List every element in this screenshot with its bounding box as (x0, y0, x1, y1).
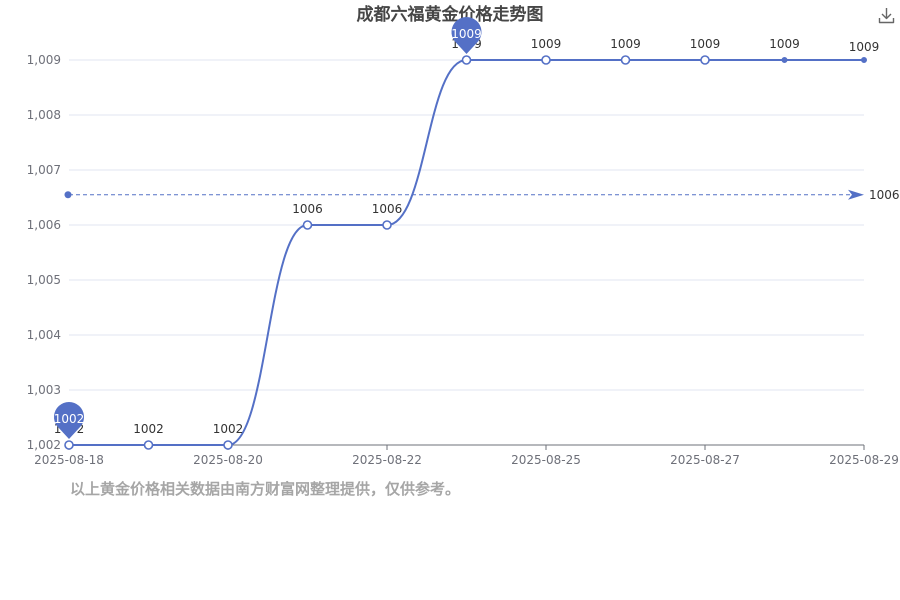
data-point (143, 440, 154, 450)
y-tick-label: 1,008 (27, 108, 61, 122)
data-point (223, 440, 233, 450)
x-tick-label: 2025-08-27 (670, 453, 740, 467)
average-line-arrow (848, 189, 864, 200)
x-tick-label: 2025-08-22 (352, 453, 422, 467)
y-tick-label: 1,002 (27, 438, 61, 452)
data-label: 1009 (690, 37, 721, 51)
price-trend-chart: 成都六福黄金价格走势图 1,0021,0031,0041,0051,0061,0… (27, 4, 900, 467)
mark-points: 1002 1009 (54, 16, 482, 439)
mark-pin-shape (451, 16, 482, 54)
average-mark-line: 1006 (64, 188, 900, 202)
series-line (69, 59, 864, 446)
data-point (700, 55, 710, 65)
y-tick-label: 1,009 (27, 53, 61, 67)
average-line-label: 1006 (869, 188, 900, 202)
data-point (781, 57, 788, 63)
data-label: 1009 (610, 37, 641, 51)
data-point (620, 55, 631, 65)
y-tick-label: 1,007 (27, 163, 61, 177)
min-mark-pin: 1002 (54, 402, 85, 439)
data-point (302, 220, 313, 230)
download-icon[interactable] (878, 7, 895, 24)
data-label: 1002 (213, 422, 244, 436)
data-points (64, 55, 867, 450)
y-tick-label: 1,005 (27, 273, 61, 287)
data-label: 1006 (292, 202, 323, 216)
mark-pin-shape (54, 402, 84, 439)
x-tick-label: 2025-08-20 (193, 453, 263, 467)
mark-pin-label: 1002 (54, 412, 85, 426)
data-point (382, 220, 392, 230)
data-label: 1002 (133, 422, 164, 436)
y-axis: 1,002 1,003 1,004 1,005 1,006 1,007 1,008 1,009 (27, 53, 61, 452)
data-label: 1009 (769, 37, 800, 51)
x-tick-label: 2025-08-25 (511, 453, 581, 467)
data-labels: 1002 1002 1002 1006 1006 1009 1009 1009 1009 1009… (54, 37, 880, 436)
x-axis: 2025-08-18 2025-08-20 2025-08-22 2025-08-25… (34, 444, 899, 467)
price-series-line (69, 59, 864, 446)
data-label: 1006 (372, 202, 403, 216)
data-label: 1009 (531, 37, 562, 51)
y-tick-label: 1,003 (27, 383, 61, 397)
average-line-start (64, 191, 72, 199)
grid-lines (69, 59, 864, 391)
max-mark-pin: 1009 (451, 16, 482, 54)
footer-note: 以上黄金价格相关数据由南方财富网整理提供，仅供参考。 (70, 480, 461, 498)
y-tick-label: 1,004 (27, 328, 61, 342)
data-label: 1009 (849, 40, 880, 54)
data-point (541, 55, 551, 65)
y-tick-label: 1,006 (27, 218, 61, 232)
data-point (861, 57, 867, 63)
data-point (461, 55, 472, 65)
mark-pin-label: 1009 (451, 27, 482, 41)
x-tick-label: 2025-08-18 (34, 453, 104, 467)
chart-title: 成都六福黄金价格走势图 (357, 4, 544, 25)
x-tick-label: 2025-08-29 (829, 453, 899, 467)
data-point (64, 440, 74, 450)
